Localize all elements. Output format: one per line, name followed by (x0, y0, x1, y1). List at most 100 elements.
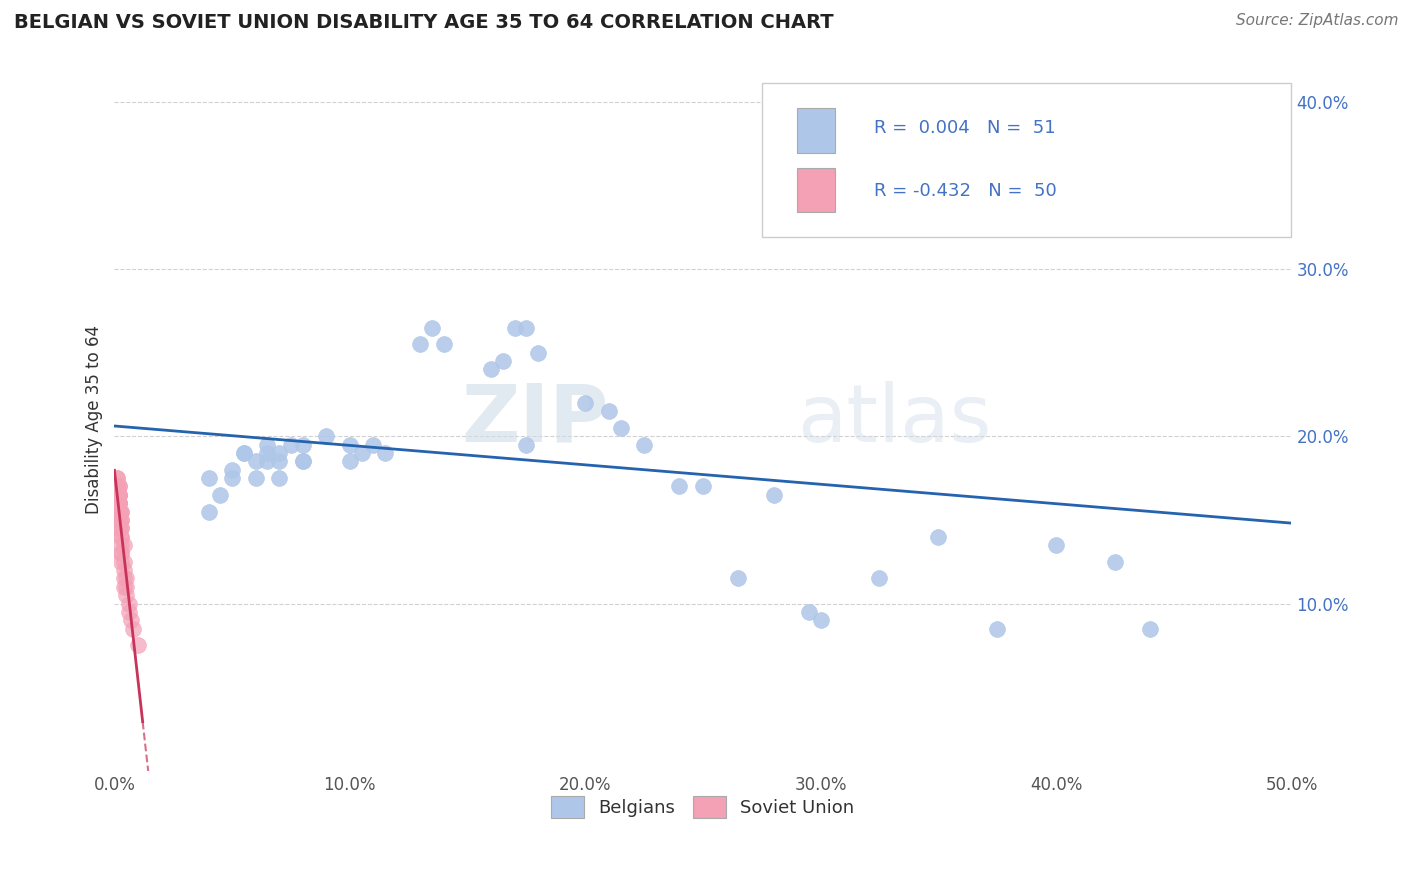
Point (108, 479, 131, 493)
Point (1045, 538, 1067, 552)
Point (108, 496, 131, 510)
Point (692, 479, 714, 493)
Point (609, 421, 631, 435)
Point (112, 571, 135, 585)
Point (110, 546, 132, 560)
Point (245, 471, 267, 485)
Point (668, 479, 690, 493)
Text: Source: ZipAtlas.com: Source: ZipAtlas.com (1236, 13, 1399, 29)
Point (515, 320, 537, 334)
Point (110, 530, 132, 544)
Point (363, 438, 385, 452)
Point (315, 429, 337, 443)
Point (108, 521, 131, 535)
Point (269, 446, 291, 460)
Point (339, 438, 361, 452)
Point (727, 571, 749, 585)
Point (112, 538, 135, 552)
Point (1104, 555, 1126, 569)
Point (117, 605, 139, 619)
FancyBboxPatch shape (762, 83, 1292, 237)
Point (108, 496, 131, 510)
Point (269, 454, 291, 468)
Point (762, 488, 785, 502)
Point (108, 504, 131, 518)
Point (797, 605, 820, 619)
Point (291, 454, 314, 468)
Point (291, 438, 314, 452)
Point (108, 496, 131, 510)
Point (1187, 186, 1209, 201)
Point (122, 622, 145, 636)
FancyBboxPatch shape (797, 108, 835, 153)
Point (105, 504, 128, 518)
Point (105, 479, 128, 493)
Point (409, 337, 432, 351)
Point (112, 555, 135, 569)
Point (256, 446, 278, 460)
Point (117, 597, 139, 611)
Point (256, 454, 278, 468)
Point (869, 571, 891, 585)
Point (127, 638, 149, 652)
Point (232, 446, 254, 460)
Point (120, 613, 142, 627)
Point (108, 479, 131, 493)
Point (598, 404, 620, 418)
Point (221, 471, 243, 485)
Point (209, 488, 232, 502)
Point (110, 521, 132, 535)
Point (810, 613, 832, 627)
Point (503, 320, 526, 334)
FancyBboxPatch shape (797, 168, 835, 212)
Point (112, 563, 135, 577)
Point (433, 337, 456, 351)
Text: R = -0.432   N =  50: R = -0.432 N = 50 (873, 182, 1056, 201)
Point (479, 362, 502, 376)
Point (927, 530, 949, 544)
Point (110, 530, 132, 544)
Point (1139, 622, 1161, 636)
Point (110, 555, 132, 569)
Point (108, 488, 131, 502)
Y-axis label: Disability Age 35 to 64: Disability Age 35 to 64 (86, 325, 103, 514)
Point (256, 438, 278, 452)
Text: ZIP: ZIP (461, 381, 609, 458)
Point (110, 513, 132, 527)
Point (105, 504, 128, 518)
Point (492, 354, 515, 368)
Point (115, 588, 138, 602)
Point (108, 504, 131, 518)
Point (280, 438, 302, 452)
Point (339, 454, 361, 468)
Point (232, 446, 254, 460)
Point (105, 471, 128, 485)
Point (420, 320, 443, 334)
Point (110, 546, 132, 560)
Point (105, 496, 128, 510)
Point (110, 504, 132, 518)
Point (291, 454, 314, 468)
Point (269, 471, 291, 485)
Point (515, 438, 537, 452)
Point (527, 345, 550, 359)
Point (108, 504, 131, 518)
Point (108, 488, 131, 502)
Point (197, 504, 219, 518)
Point (115, 571, 138, 585)
Point (108, 496, 131, 510)
Point (108, 488, 131, 502)
Point (112, 580, 135, 594)
Point (110, 513, 132, 527)
Point (105, 488, 128, 502)
Text: R =  0.004   N =  51: R = 0.004 N = 51 (873, 120, 1056, 137)
Point (986, 622, 1008, 636)
Point (105, 496, 128, 510)
Point (197, 471, 219, 485)
Text: atlas: atlas (797, 381, 991, 458)
Point (110, 521, 132, 535)
Point (350, 446, 373, 460)
Text: BELGIAN VS SOVIET UNION DISABILITY AGE 35 TO 64 CORRELATION CHART: BELGIAN VS SOVIET UNION DISABILITY AGE 3… (14, 13, 834, 32)
Point (110, 504, 132, 518)
Point (105, 488, 128, 502)
